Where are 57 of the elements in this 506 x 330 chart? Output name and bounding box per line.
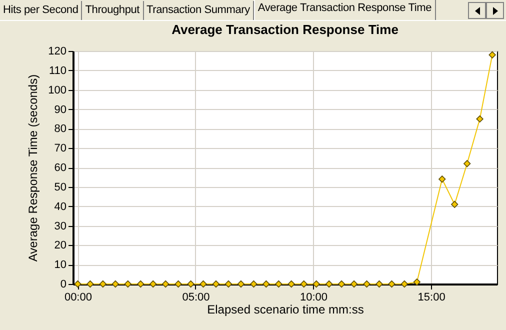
point xyxy=(288,280,295,288)
point xyxy=(224,280,232,288)
x-tick-label: 05:00 xyxy=(182,292,210,304)
x-tick-label: 15:00 xyxy=(418,292,446,304)
y-tick-label: 30 xyxy=(54,220,66,232)
y-tick-label: 60 xyxy=(54,162,66,174)
x-tick-label: 00:00 xyxy=(64,292,92,304)
point xyxy=(262,280,270,288)
y-tick-label: 20 xyxy=(54,240,66,252)
text: Throughput xyxy=(82,1,144,20)
point xyxy=(74,280,82,288)
point xyxy=(86,280,94,288)
y-tick-label: 10 xyxy=(54,259,66,272)
point xyxy=(275,280,282,288)
point xyxy=(350,280,358,288)
x-axis-title: Elapsed scenario time mm:ss xyxy=(207,302,364,316)
point xyxy=(150,280,157,288)
y-tick-label: 80 xyxy=(54,123,66,136)
point xyxy=(312,280,320,288)
point xyxy=(376,280,383,288)
point xyxy=(250,280,258,288)
y-tick-label: 0 xyxy=(60,278,66,290)
point xyxy=(300,280,308,288)
y-tick-label: 40 xyxy=(54,200,66,213)
point xyxy=(476,115,484,123)
point xyxy=(388,280,396,288)
point xyxy=(451,200,458,208)
point xyxy=(338,280,346,288)
point xyxy=(464,160,471,168)
y-tick-label: 100 xyxy=(48,84,66,96)
point xyxy=(174,280,182,288)
point xyxy=(162,280,170,288)
y-tick-label: 110 xyxy=(48,64,66,77)
point xyxy=(413,278,420,286)
point xyxy=(124,280,132,288)
point xyxy=(99,280,106,288)
y-axis-title: Average Response Time (seconds) xyxy=(26,74,40,262)
x-tick-label: 10:00 xyxy=(300,292,328,304)
point xyxy=(363,280,370,288)
y-tick-label: 120 xyxy=(48,46,66,58)
chart-title: Average Transaction Response Time xyxy=(172,22,398,37)
point xyxy=(137,280,144,288)
point xyxy=(112,280,119,288)
point xyxy=(237,280,245,288)
point xyxy=(187,280,194,288)
point xyxy=(400,280,408,288)
text: Average Transaction Response Time xyxy=(254,0,436,20)
y-tick-label: 50 xyxy=(54,181,66,194)
point xyxy=(212,280,220,288)
point xyxy=(488,51,496,58)
text: Transaction Summary xyxy=(144,1,254,20)
point xyxy=(438,176,446,183)
text: Hits per Second xyxy=(0,1,82,20)
y-tick-label: 90 xyxy=(54,104,66,116)
y-tick-label: 70 xyxy=(54,142,66,155)
point xyxy=(325,280,333,288)
point xyxy=(200,280,207,288)
